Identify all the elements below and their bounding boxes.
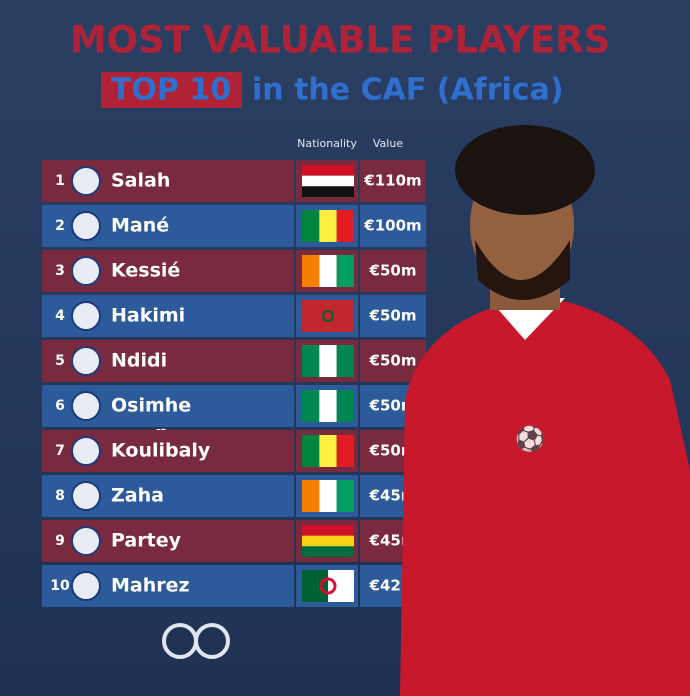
flag-stripe — [336, 390, 354, 422]
value-cell — [360, 205, 426, 247]
column-header: Nationality — [297, 137, 357, 150]
sponsor-graphic: ⚽ — [514, 425, 545, 453]
player-value: €50m — [369, 262, 417, 280]
value-cell — [360, 295, 426, 337]
rank: 5 — [55, 353, 65, 369]
club-logo — [71, 391, 101, 421]
rank: 9 — [55, 533, 65, 549]
player-value: €100m — [363, 217, 421, 235]
flag-stripe — [319, 390, 337, 422]
club-logo — [71, 211, 101, 241]
highlight-box — [101, 72, 242, 108]
flag-stripe — [302, 525, 354, 536]
flag-stripe — [302, 546, 354, 557]
player-name: Zaha — [111, 485, 164, 507]
logo — [162, 623, 230, 659]
club-logo — [71, 166, 101, 196]
rank: 7 — [55, 443, 65, 459]
player-value: €110m — [363, 172, 421, 190]
highlight: TOP 10 — [111, 73, 231, 108]
flag-stripe — [319, 255, 337, 287]
flag-stripe — [302, 570, 328, 602]
player-name: Koulibaly — [111, 440, 211, 462]
flag-stripe — [302, 390, 320, 422]
flag-star — [322, 310, 334, 322]
flag-stripe — [336, 435, 354, 467]
player-name: Osimhe — [111, 395, 191, 417]
flag-stripe — [319, 345, 337, 377]
player-name: Mané — [111, 215, 169, 237]
club-logo — [71, 256, 101, 286]
player-name: Kessié — [111, 260, 180, 282]
rank: 3 — [55, 263, 65, 279]
flag-stripe — [302, 480, 320, 512]
value-cell — [360, 250, 426, 292]
rank: 6 — [55, 398, 65, 414]
flag-crescent — [319, 577, 337, 595]
club-logo — [71, 571, 101, 601]
club-logo — [71, 526, 101, 556]
flag-stripe — [328, 570, 354, 602]
flag-stripe — [319, 210, 337, 242]
rank: 2 — [55, 218, 65, 234]
flag-stripe — [336, 480, 354, 512]
rank: 4 — [55, 308, 65, 324]
rank: 1 — [55, 173, 65, 189]
title: MOST VALUABLE PLAYERS — [70, 19, 611, 62]
player-value: €50m — [369, 352, 417, 370]
flag-stripe — [302, 255, 320, 287]
player-image: ⚽ — [400, 125, 690, 696]
player-name: Hakimi — [111, 305, 185, 327]
rank: 8 — [55, 488, 65, 504]
table: 1 Salah €110m 2 Mané €100m 3 Kessié €50m 4 Hakimi €… — [42, 160, 426, 607]
flag-stripe — [302, 175, 354, 187]
player-name: Salah — [111, 170, 170, 192]
column-header: Value — [373, 137, 403, 150]
flag-stripe — [336, 255, 354, 287]
flag-stripe — [302, 345, 320, 377]
subtitle: in the CAF (Africa) — [252, 73, 564, 108]
club-logo — [71, 301, 101, 331]
club-logo — [71, 346, 101, 376]
flag-stripe — [302, 186, 354, 197]
flag-stripe — [302, 435, 320, 467]
flag-stripe — [302, 535, 354, 547]
flag-stripe — [319, 480, 337, 512]
flag-stripe — [319, 435, 337, 467]
club-logo — [71, 436, 101, 466]
flag-stripe — [336, 345, 354, 377]
player-value: €50m — [369, 397, 417, 415]
value-cell — [360, 160, 426, 202]
flag-stripe — [302, 165, 354, 176]
player-value: €50m — [369, 307, 417, 325]
player-name: Partey — [111, 530, 182, 552]
player-name: Ndidi — [111, 350, 167, 372]
flag-stripe — [336, 210, 354, 242]
rank: 10 — [50, 578, 70, 594]
flag-stripe — [302, 210, 320, 242]
club-logo — [71, 481, 101, 511]
flag — [302, 300, 354, 332]
player-name: Mahrez — [111, 575, 190, 597]
